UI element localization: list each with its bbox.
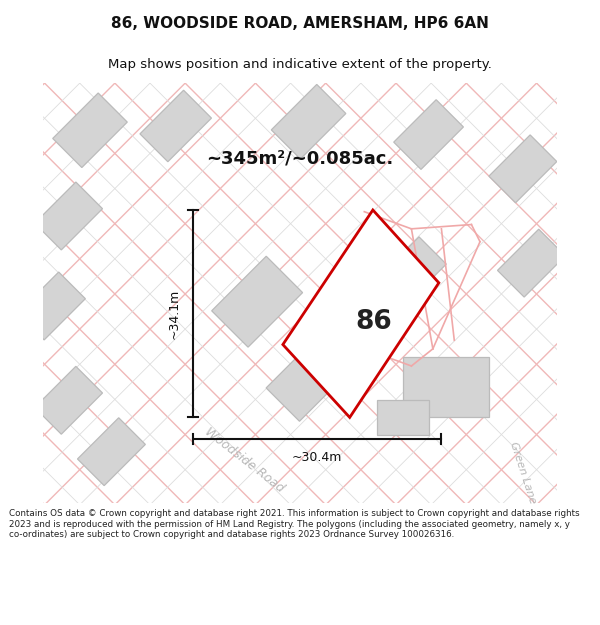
Polygon shape (377, 400, 428, 434)
Polygon shape (394, 100, 463, 169)
Polygon shape (377, 237, 446, 306)
Text: Green Lane: Green Lane (508, 441, 538, 506)
Polygon shape (17, 272, 85, 340)
Polygon shape (35, 182, 103, 250)
Polygon shape (497, 229, 565, 297)
Polygon shape (489, 135, 557, 202)
Polygon shape (266, 336, 351, 421)
Text: Map shows position and indicative extent of the property.: Map shows position and indicative extent… (108, 58, 492, 71)
Polygon shape (140, 90, 211, 162)
Polygon shape (212, 256, 302, 347)
Text: ~345m²/~0.085ac.: ~345m²/~0.085ac. (206, 149, 394, 168)
Polygon shape (77, 418, 145, 486)
Text: ~34.1m: ~34.1m (167, 289, 181, 339)
Text: 86: 86 (356, 309, 392, 335)
Text: Woodside Road: Woodside Road (202, 426, 286, 495)
Polygon shape (53, 93, 127, 168)
Polygon shape (283, 210, 439, 418)
Polygon shape (403, 357, 488, 418)
Polygon shape (271, 84, 346, 159)
Text: Contains OS data © Crown copyright and database right 2021. This information is : Contains OS data © Crown copyright and d… (9, 509, 580, 539)
Text: 86, WOODSIDE ROAD, AMERSHAM, HP6 6AN: 86, WOODSIDE ROAD, AMERSHAM, HP6 6AN (111, 16, 489, 31)
Polygon shape (35, 366, 103, 434)
Text: ~30.4m: ~30.4m (292, 451, 343, 464)
